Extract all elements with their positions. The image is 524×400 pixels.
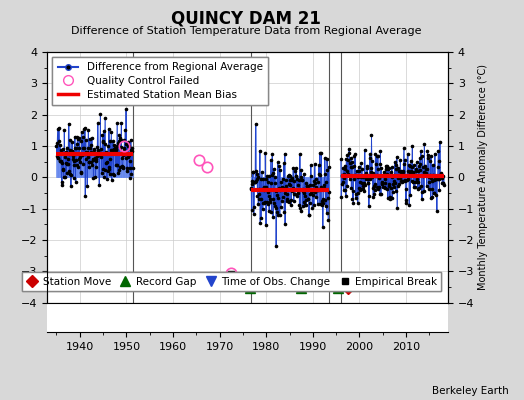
Text: Berkeley Earth: Berkeley Earth [432, 386, 508, 396]
Y-axis label: Monthly Temperature Anomaly Difference (°C): Monthly Temperature Anomaly Difference (… [478, 64, 488, 290]
Text: QUINCY DAM 21: QUINCY DAM 21 [171, 10, 321, 28]
Text: Difference of Station Temperature Data from Regional Average: Difference of Station Temperature Data f… [71, 26, 421, 36]
Legend: Station Move, Record Gap, Time of Obs. Change, Empirical Break: Station Move, Record Gap, Time of Obs. C… [21, 272, 441, 291]
Legend: Difference from Regional Average, Quality Control Failed, Estimated Station Mean: Difference from Regional Average, Qualit… [52, 57, 268, 105]
